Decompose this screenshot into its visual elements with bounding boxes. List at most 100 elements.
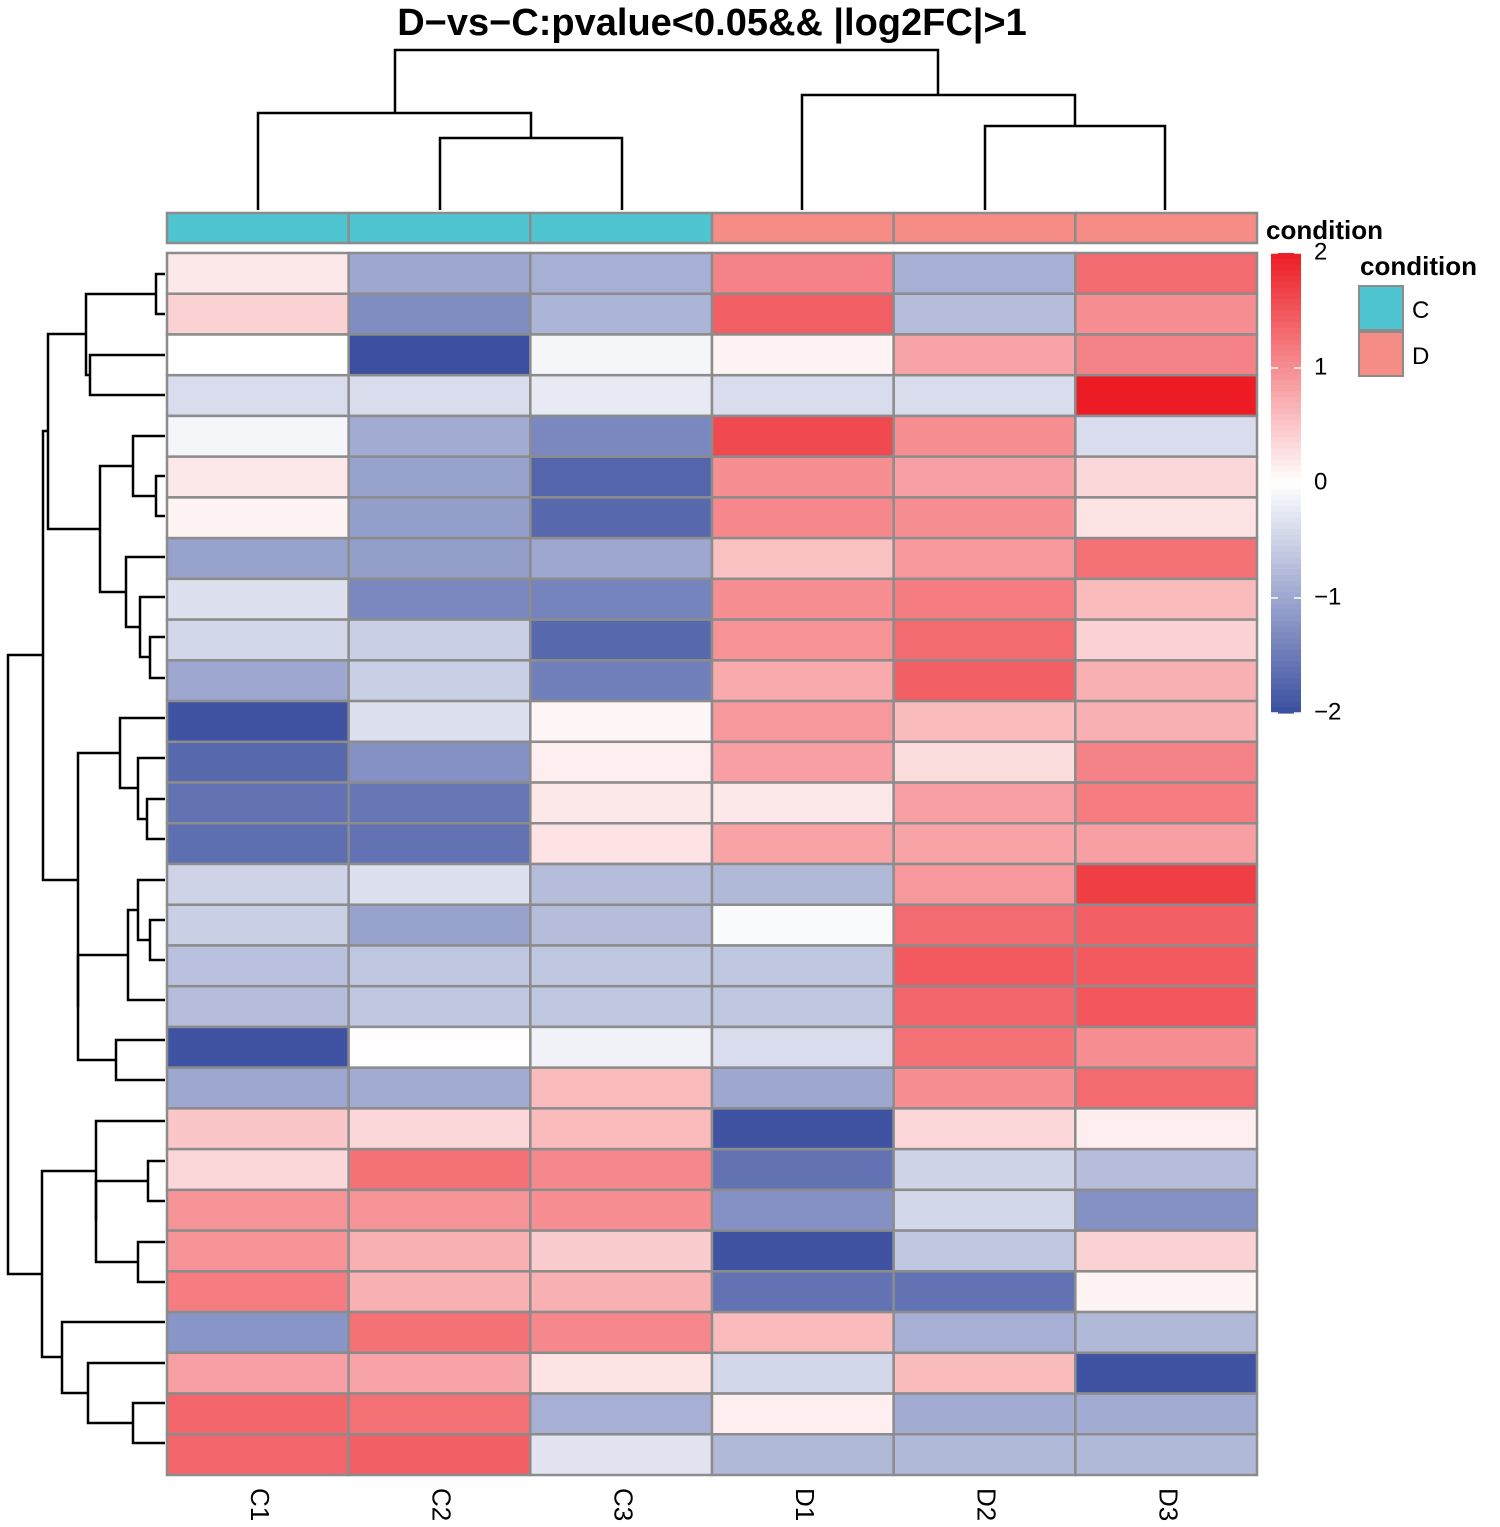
heatmap-cell-r11-D2 [892, 659, 1077, 703]
heatmap-cell-r21-D1 [710, 1066, 895, 1110]
heatmap-cell-r12-C2 [347, 699, 532, 744]
heatmap-cell-r11-C1 [165, 659, 350, 703]
row-dendrogram [6, 272, 165, 1445]
heatmap-cell-r29-C2 [347, 1392, 532, 1436]
heatmap-cell-r2-D2 [892, 292, 1077, 336]
colorbar-step [1271, 293, 1301, 300]
colorbar-step [1271, 287, 1301, 294]
condition-legend-title: condition [1360, 251, 1477, 281]
col-dendro-link-d1-d23 [800, 93, 1077, 210]
colorbar-step [1271, 477, 1301, 484]
colorbar-step [1271, 460, 1301, 467]
heatmap-cell-r25-C3 [529, 1229, 714, 1273]
heatmap-cell-r16-D3 [1074, 862, 1259, 906]
heatmap-cell-r5-D2 [892, 414, 1077, 458]
colorbar-step [1271, 368, 1301, 375]
heatmap-cell-r22-D3 [1074, 1107, 1259, 1151]
heatmap-cell-r18-D2 [892, 944, 1077, 988]
heatmap-cell-r30-D2 [892, 1433, 1077, 1477]
heatmap-cell-r8-C2 [347, 536, 532, 581]
heatmap-cell-r29-D3 [1074, 1392, 1259, 1436]
column-label-C2: C2 [427, 1488, 457, 1521]
col-dendro-link-root [393, 48, 940, 113]
heatmap-cell-r20-D2 [892, 1025, 1077, 1069]
heatmap-cell-r23-C3 [529, 1147, 714, 1192]
colorbar-step [1271, 442, 1301, 450]
heatmap-cell-r9-D1 [710, 577, 895, 621]
colorbar-step [1271, 471, 1301, 478]
col-dendro-link-d2-d3 [983, 124, 1167, 210]
heatmap-cell-r29-D2 [892, 1392, 1077, 1436]
heatmap-cell-r1-D3 [1074, 251, 1259, 295]
heatmap-cell-r25-D1 [710, 1229, 895, 1273]
colorbar-step [1271, 270, 1301, 277]
heatmap-cell-r22-C1 [165, 1107, 350, 1151]
heatmap-cell-r6-C2 [347, 455, 532, 499]
heatmap-cell-r20-D1 [710, 1025, 895, 1069]
column-label-D2: D2 [972, 1488, 1002, 1521]
colorbar-step [1271, 373, 1301, 381]
heatmap-cell-r3-D1 [710, 333, 895, 377]
heatmap-cell-r20-C2 [347, 1025, 532, 1069]
heatmap-cell-r14-D2 [892, 781, 1077, 825]
colorbar-step [1271, 391, 1301, 398]
heatmap-cell-r21-D3 [1074, 1066, 1259, 1110]
heatmap-cell-r22-C3 [529, 1107, 714, 1151]
colorbar-tick-label: −2 [1314, 698, 1341, 725]
heatmap-cell-r15-C1 [165, 822, 350, 866]
colorbar-step [1271, 488, 1301, 496]
colorbar-step [1271, 586, 1301, 593]
colorbar-step [1271, 494, 1301, 501]
heatmap-cell-r21-C2 [347, 1066, 532, 1110]
heatmap-cell-r6-C1 [165, 455, 350, 499]
heatmap-cell-r6-D2 [892, 455, 1077, 499]
heatmap-cell-r7-D1 [710, 496, 895, 540]
heatmap-cell-r17-C2 [347, 903, 532, 947]
heatmap-cell-r14-D1 [710, 781, 895, 825]
annotation-legend-heading: condition [1266, 215, 1383, 245]
heatmap-cell-r4-C3 [529, 373, 714, 418]
heatmap-cell-r22-D1 [710, 1107, 895, 1151]
heatmap-cell-r12-D2 [892, 699, 1077, 744]
heatmap-cell-r27-D2 [892, 1310, 1077, 1355]
colorbar-step [1271, 345, 1301, 352]
heatmap-cell-r1-C2 [347, 251, 532, 295]
heatmap-cell-r11-C3 [529, 659, 714, 703]
colorbar-step [1271, 350, 1301, 358]
heatmap-cell-r14-D3 [1074, 781, 1259, 825]
heatmap-cell-r27-D1 [710, 1310, 895, 1355]
heatmap-body [165, 251, 1259, 1477]
heatmap-cell-r8-D1 [710, 536, 895, 581]
heatmap-cell-r16-C1 [165, 862, 350, 906]
colorbar-step [1271, 540, 1301, 547]
colorbar-step [1271, 431, 1301, 438]
heatmap-cell-r10-C2 [347, 618, 532, 662]
heatmap-cell-r8-D2 [892, 536, 1077, 581]
heatmap-cell-r26-C3 [529, 1270, 714, 1314]
heatmap-cell-r4-D2 [892, 373, 1077, 418]
heatmap-cell-r9-C3 [529, 577, 714, 621]
colorbar-step [1271, 638, 1301, 645]
heatmap-cell-r2-D1 [710, 292, 895, 336]
heatmap-cell-r6-D1 [710, 455, 895, 499]
condition-swatch-D [1358, 331, 1404, 377]
heatmap-cell-r19-D3 [1074, 984, 1259, 1029]
colorbar-step [1271, 333, 1301, 340]
heatmap-cell-r2-C1 [165, 292, 350, 336]
heatmap-cell-r28-D2 [892, 1351, 1077, 1395]
heatmap-cell-r13-D2 [892, 740, 1077, 784]
column-label-C3: C3 [608, 1488, 638, 1521]
heatmap-cell-r12-D3 [1074, 699, 1259, 744]
colorbar-step [1271, 563, 1301, 570]
heatmap-cell-r15-D2 [892, 822, 1077, 866]
colorbar-step [1271, 701, 1301, 708]
heatmap-cell-r13-D3 [1074, 740, 1259, 784]
heatmap-cell-r30-C2 [347, 1433, 532, 1477]
heatmap-cell-r11-D1 [710, 659, 895, 703]
colorbar-step [1271, 661, 1301, 668]
colorbar-step [1271, 327, 1301, 335]
heatmap-cell-r26-C1 [165, 1270, 350, 1314]
heatmap-cell-r6-C3 [529, 455, 714, 499]
heatmap-cell-r23-D1 [710, 1147, 895, 1192]
heatmap-cell-r7-C2 [347, 496, 532, 540]
